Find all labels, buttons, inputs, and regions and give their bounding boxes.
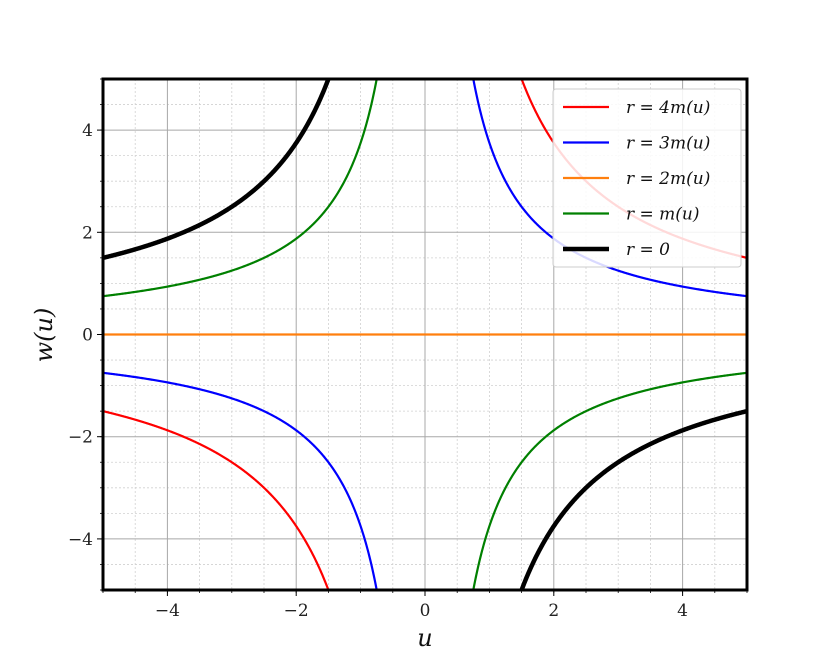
legend-box xyxy=(552,88,742,268)
x-tick-label: 2 xyxy=(548,601,559,621)
y-tick-label: −2 xyxy=(68,428,93,448)
legend-label-4: r = m(u) xyxy=(626,205,700,225)
y-tick-label: 4 xyxy=(82,121,93,141)
x-tick-label: −2 xyxy=(284,601,309,621)
y-axis-title: w(u) xyxy=(30,308,58,363)
x-axis-title: u xyxy=(417,624,432,652)
series-line-4 xyxy=(103,79,747,590)
axis-ticks: −4 −2 0 2 4 −4 −2 0 2 4 xyxy=(68,78,748,621)
y-tick-label: 2 xyxy=(82,223,93,243)
legend-label-1: r = 4m(u) xyxy=(626,98,710,118)
x-tick-label: 0 xyxy=(420,601,431,621)
legend-label-5: r = 0 xyxy=(626,240,670,260)
x-tick-label: 4 xyxy=(677,601,688,621)
legend-label-3: r = 2m(u) xyxy=(626,169,710,189)
series-line-5 xyxy=(103,79,747,590)
x-tick-label: −4 xyxy=(155,601,180,621)
legend-label-2: r = 3m(u) xyxy=(626,134,710,154)
legend: r = 4m(u) r = 3m(u) r = 2m(u) r = m(u) r = 0 xyxy=(552,88,742,268)
y-tick-label: 0 xyxy=(82,326,93,346)
y-tick-label: −4 xyxy=(68,530,93,550)
